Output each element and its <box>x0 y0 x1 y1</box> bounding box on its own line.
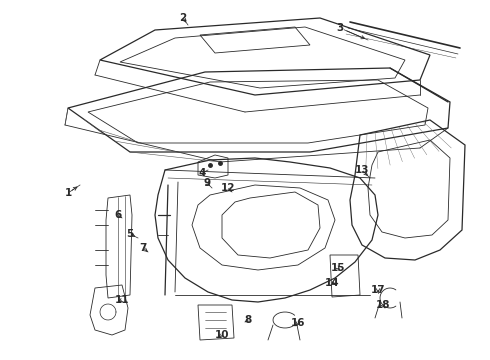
Text: 15: 15 <box>331 263 345 273</box>
Text: 5: 5 <box>126 229 134 239</box>
Text: 12: 12 <box>221 183 235 193</box>
Text: 4: 4 <box>198 168 206 178</box>
Text: 17: 17 <box>371 285 385 295</box>
Text: 18: 18 <box>376 300 390 310</box>
Text: 1: 1 <box>64 188 72 198</box>
Text: 3: 3 <box>336 23 343 33</box>
Text: 11: 11 <box>115 295 129 305</box>
Text: 2: 2 <box>179 13 187 23</box>
Text: 9: 9 <box>203 178 211 188</box>
Text: 14: 14 <box>325 278 339 288</box>
Text: 7: 7 <box>139 243 147 253</box>
Text: 16: 16 <box>291 318 305 328</box>
Text: 6: 6 <box>114 210 122 220</box>
Text: 13: 13 <box>355 165 369 175</box>
Text: 8: 8 <box>245 315 252 325</box>
Text: 10: 10 <box>215 330 229 340</box>
